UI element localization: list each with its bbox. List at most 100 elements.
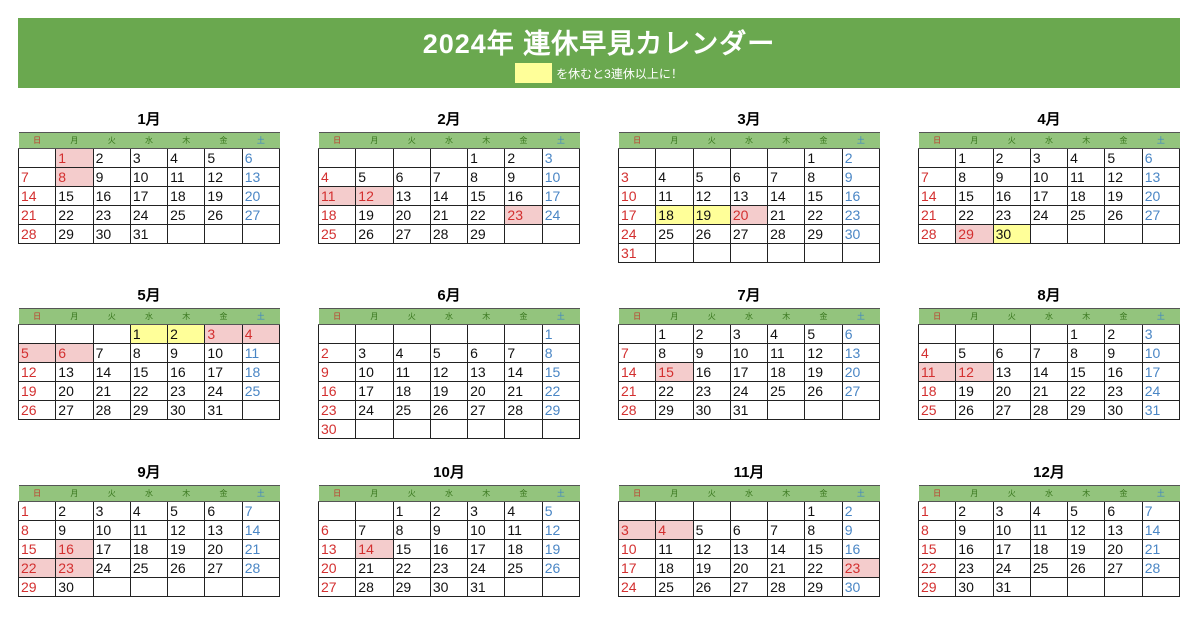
day-cell [541,577,581,597]
day-cell: 5 [955,343,994,363]
day-cell [804,243,843,263]
day-cell [992,324,1031,344]
day-cell: 26 [692,224,731,244]
weekday-header: 金 [504,308,543,325]
day-cell: 20 [729,558,769,578]
day-cell: 5 [1067,501,1106,521]
day-cell: 7 [617,343,657,363]
day-cell: 15 [1067,362,1106,382]
day-cell [1141,577,1181,597]
day-cell: 17 [129,186,169,206]
day-cell: 29 [804,224,843,244]
month-title: 7月 [737,287,761,304]
weekday-header: 金 [804,308,843,325]
day-cell: 1 [1067,324,1106,344]
day-cell: 22 [467,205,506,225]
day-cell: 21 [504,381,543,401]
day-cell: 8 [655,343,694,363]
month-5: 5月日月火水木金土 1 2 3 4 5 6 7 8 9 10 11 12 13 14 15 16 17 18 19 20… [17,284,281,420]
day-cell: 4 [504,501,543,521]
day-cell: 14 [92,362,131,382]
day-cell: 23 [167,381,206,401]
day-cell [241,400,281,420]
day-cell: 26 [167,558,206,578]
day-cell [429,148,469,168]
weekday-header: 火 [393,485,431,502]
day-cell [767,400,806,420]
day-cell: 29 [467,224,506,244]
day-cell: 14 [1029,362,1069,382]
day-cell: 12 [1104,167,1143,187]
weekday-header: 月 [55,132,94,149]
day-cell: 22 [55,205,94,225]
day-cell: 23 [504,205,543,225]
day-cell [241,577,281,597]
month-7: 7月日月火水木金土 1 2 3 4 5 6 7 8 9 10 11 12 13 14 15 16 17 18 19 20… [617,284,881,420]
legend-text: を休むと3連休以上に！ [556,66,683,81]
day-cell: 18 [1029,539,1069,559]
day-cell: 24 [204,381,243,401]
day-cell: 4 [1029,501,1069,521]
day-cell: 18 [917,381,957,401]
month-title: 2月 [437,111,461,128]
weekday-header: 火 [693,485,731,502]
day-cell: 7 [1141,501,1181,521]
weekday-header: 月 [655,132,694,149]
weekday-header: 土 [1142,132,1180,149]
day-cell: 27 [241,205,281,225]
day-cell: 31 [617,243,657,263]
day-cell: 14 [617,362,657,382]
day-cell: 22 [541,381,581,401]
day-cell: 3 [1029,148,1069,168]
day-cell: 24 [541,205,581,225]
day-cell: 4 [129,501,169,521]
day-cell: 26 [204,205,243,225]
day-cell [1029,577,1069,597]
day-cell: 6 [841,324,881,344]
weekday-header: 木 [167,308,205,325]
day-cell: 24 [467,558,506,578]
day-cell: 10 [467,520,506,540]
month-1: 1月日月火水木金土 1 2 3 4 5 6 7 8 9 10 11 12 13 14 15 16 17 18 19 20… [17,108,281,244]
month-title: 9月 [137,464,161,481]
day-cell [167,224,206,244]
day-cell: 8 [955,167,994,187]
day-cell: 25 [767,381,806,401]
day-cell: 22 [804,205,843,225]
weekday-header: 日 [18,485,56,502]
day-cell: 26 [1067,558,1106,578]
weekday-header: 火 [393,132,431,149]
day-cell [467,419,506,439]
weekday-header: 金 [1104,485,1143,502]
day-cell [541,224,581,244]
day-cell: 22 [655,381,694,401]
month-title: 3月 [737,111,761,128]
weekday-header: 火 [693,132,731,149]
day-cell: 30 [841,577,881,597]
day-cell [617,501,657,521]
day-cell: 14 [355,539,394,559]
day-cell: 29 [955,224,994,244]
day-cell: 12 [355,186,394,206]
month-title: 5月 [137,287,161,304]
day-cell: 12 [167,520,206,540]
day-cell: 3 [204,324,243,344]
day-cell: 24 [129,205,169,225]
weekday-header: 水 [1030,485,1068,502]
day-cell [55,324,94,344]
day-cell [129,577,169,597]
day-cell: 22 [955,205,994,225]
month-6: 6月日月火水木金土 1 2 3 4 5 6 7 8 9 10 11 12 13 14 15 16 17 18 19 20… [317,284,581,439]
day-cell: 13 [729,539,769,559]
day-cell: 7 [355,520,394,540]
day-cell: 31 [729,400,769,420]
day-cell: 30 [955,577,994,597]
day-cell: 1 [17,501,57,521]
day-cell: 14 [1141,520,1181,540]
day-cell: 8 [804,167,843,187]
day-cell: 1 [955,148,994,168]
day-cell: 5 [692,520,731,540]
day-cell: 5 [692,167,731,187]
day-cell [1104,224,1143,244]
day-cell: 16 [429,539,469,559]
